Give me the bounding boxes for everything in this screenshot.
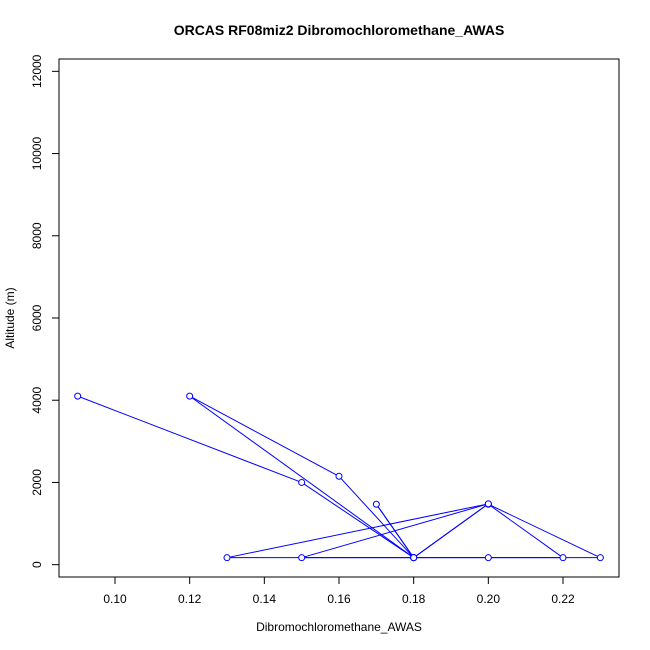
series-line-segment	[301, 503, 489, 559]
data-point	[596, 554, 604, 562]
series-line-segment	[488, 503, 601, 559]
series-layer	[74, 392, 604, 562]
y-axis-label: Altitude (m)	[3, 287, 17, 348]
chart-title: ORCAS RF08miz2 Dibromochloromethane_AWAS	[174, 22, 505, 38]
y-tick-label: 10000	[30, 137, 44, 171]
series-line-segment	[488, 503, 564, 559]
series-line-segment	[77, 395, 302, 483]
data-point	[372, 500, 380, 508]
x-tick-label: 0.16	[327, 592, 351, 606]
data-point	[74, 392, 82, 400]
data-point	[335, 472, 343, 480]
series-line-segment	[338, 475, 415, 559]
series-line-segment	[189, 395, 414, 559]
data-point	[223, 554, 231, 562]
x-axis-label: Dibromochloromethane_AWAS	[256, 620, 422, 634]
x-tick-label: 0.12	[178, 592, 202, 606]
data-point	[298, 478, 306, 486]
y-tick-label: 2000	[30, 469, 44, 496]
data-point	[186, 392, 194, 400]
data-point	[559, 554, 567, 562]
x-tick-label: 0.20	[477, 592, 501, 606]
y-tick-label: 8000	[30, 222, 44, 249]
data-point	[298, 554, 306, 562]
x-axis: 0.10 0.12 0.14 0.16 0.18 0.20 0.22	[103, 576, 575, 606]
data-point	[484, 500, 492, 508]
data-point	[410, 554, 418, 562]
plot-frame	[58, 58, 620, 578]
series-line-segment	[413, 503, 489, 559]
y-tick-label: 12000	[30, 54, 44, 88]
y-tick-label: 0	[30, 561, 44, 568]
x-tick-label: 0.10	[103, 592, 127, 606]
x-tick-label: 0.18	[402, 592, 426, 606]
series-line-segment	[189, 395, 340, 477]
data-point	[484, 554, 492, 562]
y-tick-label: 6000	[30, 304, 44, 331]
series-line-segment	[226, 503, 489, 559]
x-tick-label: 0.22	[551, 592, 575, 606]
x-tick-label: 0.14	[253, 592, 277, 606]
y-tick-label: 4000	[30, 387, 44, 414]
y-axis: 0 2000 4000 6000 8000 10000 12000	[30, 54, 60, 568]
series-line-segment	[301, 482, 414, 559]
